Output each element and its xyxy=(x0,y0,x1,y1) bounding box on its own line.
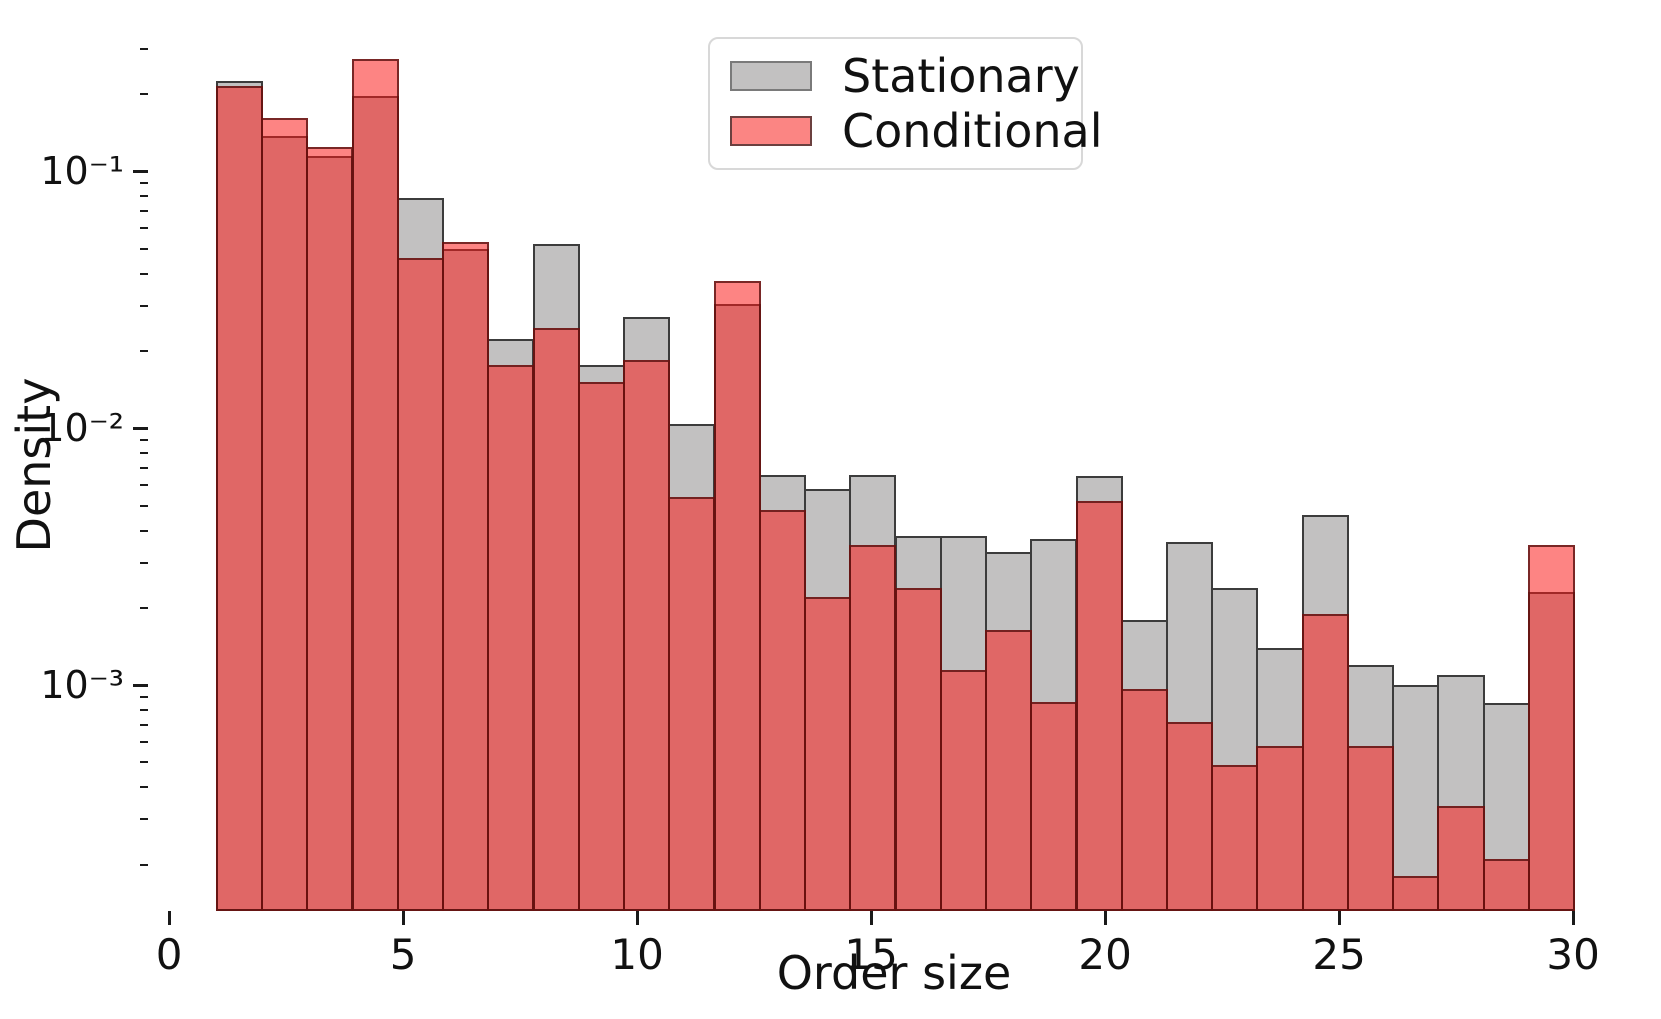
histogram-bar-conditional-27 xyxy=(1392,876,1440,911)
y-tick-label: 10⁻³ xyxy=(40,663,124,708)
x-tick-5 xyxy=(401,911,405,925)
y-tick-minor xyxy=(140,695,148,698)
y-tick-minor xyxy=(140,709,148,711)
histogram-bar-conditional-5 xyxy=(396,258,444,911)
y-tick-minor xyxy=(140,561,148,564)
histogram-bar-conditional-4 xyxy=(351,59,399,911)
x-tick-15 xyxy=(869,911,873,925)
y-tick-minor xyxy=(140,227,148,230)
legend-label: Stationary xyxy=(842,49,1080,104)
histogram-bar-conditional-26 xyxy=(1346,745,1395,911)
histogram-bar-conditional-12 xyxy=(713,281,761,911)
plot-area: 0 5 10 15 20 25 30 10⁻¹ 10⁻² 10⁻³ xyxy=(40,24,1641,979)
histogram-bar-conditional-15 xyxy=(849,545,897,911)
y-tick-minor xyxy=(140,439,148,441)
y-tick-minor xyxy=(140,452,148,455)
x-tick-25 xyxy=(1337,911,1341,925)
x-tick-label-25: 25 xyxy=(1312,930,1366,979)
y-tick-major xyxy=(133,683,148,687)
y-tick-minor xyxy=(140,504,148,507)
stationary-swatch-icon xyxy=(730,61,812,92)
histogram-bar-conditional-29 xyxy=(1482,859,1530,911)
legend: Stationary Conditional xyxy=(708,37,1102,170)
y-tick-minor xyxy=(140,863,148,866)
x-tick-20 xyxy=(1103,911,1107,925)
y-tick-label: 10⁻² xyxy=(40,406,124,451)
histogram-bar-conditional-17 xyxy=(939,669,987,911)
legend-item-stationary: Stationary xyxy=(730,53,1080,99)
x-tick-label-0: 0 xyxy=(155,930,183,979)
histogram-bar-conditional-1 xyxy=(215,86,264,911)
y-tick-minor xyxy=(140,467,148,470)
x-axis-label: Order size xyxy=(776,946,1012,1000)
histogram-bar-conditional-11 xyxy=(668,497,716,911)
histogram-bar-conditional-28 xyxy=(1437,805,1485,911)
x-tick-label-10: 10 xyxy=(610,930,664,979)
x-tick-label-15: 15 xyxy=(844,930,898,979)
y-tick-minor xyxy=(140,47,148,50)
histogram-bar-conditional-25 xyxy=(1301,613,1349,911)
histogram-bar-conditional-16 xyxy=(894,587,942,911)
y-tick-major xyxy=(133,426,148,430)
y-tick-minor xyxy=(140,93,148,96)
y-tick-minor xyxy=(140,195,148,198)
x-tick-10 xyxy=(635,911,639,925)
x-tick-30 xyxy=(1571,911,1575,925)
y-tick-minor xyxy=(140,761,148,764)
histogram-bar-conditional-8 xyxy=(532,327,580,911)
y-tick-minor xyxy=(140,304,148,307)
y-tick-label: 10⁻¹ xyxy=(40,149,124,194)
y-tick-minor xyxy=(140,350,148,352)
histogram-bar-conditional-9 xyxy=(577,382,625,911)
histogram-bar-conditional-20 xyxy=(1075,501,1123,911)
y-tick-minor xyxy=(140,247,148,250)
histogram-bar-conditional-23 xyxy=(1211,764,1259,911)
histogram-bar-conditional-2 xyxy=(261,118,309,911)
y-axis-label: Density xyxy=(7,377,61,553)
histogram-bar-conditional-19 xyxy=(1030,701,1078,911)
histogram-bar-conditional-18 xyxy=(985,629,1033,911)
y-tick-minor xyxy=(140,272,148,275)
x-tick-0 xyxy=(167,911,171,925)
histogram-bar-conditional-22 xyxy=(1166,721,1214,911)
histogram-bar-conditional-14 xyxy=(804,597,852,911)
x-tick-label-20: 20 xyxy=(1078,930,1132,979)
y-tick-minor xyxy=(140,818,148,821)
histogram-bar-conditional-30 xyxy=(1527,545,1576,911)
y-tick-minor xyxy=(140,210,148,213)
legend-label: Conditional xyxy=(842,103,1103,158)
histogram-bar-conditional-10 xyxy=(623,360,671,911)
histogram-bar-conditional-3 xyxy=(306,146,354,911)
histogram-bar-conditional-7 xyxy=(487,365,535,911)
y-tick-minor xyxy=(140,741,148,744)
y-tick-major xyxy=(133,169,148,173)
y-tick-minor xyxy=(140,182,148,185)
y-tick-minor xyxy=(140,723,148,726)
y-tick-minor xyxy=(140,529,148,532)
y-tick-minor xyxy=(140,786,148,789)
histogram-bar-conditional-13 xyxy=(758,510,806,911)
legend-item-conditional: Conditional xyxy=(730,108,1102,154)
conditional-swatch-icon xyxy=(730,115,812,146)
histogram-bar-conditional-24 xyxy=(1256,745,1304,911)
histogram-bar-conditional-21 xyxy=(1120,688,1168,911)
x-tick-label-5: 5 xyxy=(389,930,417,979)
x-tick-label-30: 30 xyxy=(1546,930,1600,979)
y-tick-minor xyxy=(140,606,148,609)
histogram-bar-conditional-6 xyxy=(442,242,490,911)
y-tick-minor xyxy=(140,484,148,487)
